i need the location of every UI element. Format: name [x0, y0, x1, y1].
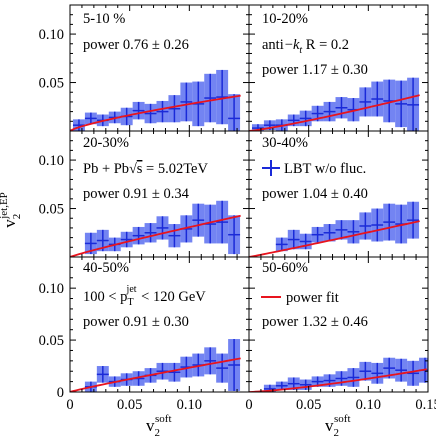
panel-tr-plot-area	[249, 77, 420, 131]
panel-tl-centrality: 5-10 %	[83, 11, 125, 27]
x-axis-title-right-main: v	[325, 416, 334, 435]
x-axis-title-left: v2 soft	[146, 413, 172, 439]
panel-br-fit-line	[249, 368, 427, 392]
panel-bl-plot-area	[70, 339, 241, 392]
panel-bl-centrality: 40-50%	[83, 260, 129, 276]
x-axis-title-right: v2 soft	[325, 413, 351, 439]
panel-tl-power: power 0.76 ± 0.26	[83, 37, 189, 53]
panel-bl-ytick-label-2: 0.10	[39, 281, 64, 297]
panel-mr	[248, 130, 429, 258]
y-axis-title: v2jet,EP	[0, 192, 23, 228]
panel-bl-ytick-label-0: 0	[57, 385, 64, 401]
panel-br-plot-area	[249, 357, 428, 392]
panel-br-power: power 1.32 ± 0.46	[262, 314, 368, 330]
panel-br-xtick-label-0: 0	[245, 397, 252, 413]
panel-tr	[248, 4, 429, 132]
annotations-layer: 5-10 % power 0.76 ± 0.26 10-20% anti−kt …	[83, 11, 368, 330]
panel-ml-ytick-label-2: 0.10	[39, 153, 64, 169]
x-axis-title-left-sup: soft	[155, 413, 172, 425]
panel-tl-plot-area	[70, 69, 241, 131]
x-axis-title-right-sub: 2	[334, 427, 340, 439]
legend-lbt-label: LBT w/o fluc.	[284, 161, 366, 177]
x-axis-title-left-sub: 2	[155, 427, 161, 439]
legend-lbt-marker	[262, 160, 280, 176]
panel-mr-centrality: 30-40%	[262, 135, 308, 151]
panel-tr-power: power 1.17 ± 0.30	[262, 62, 368, 78]
panel-tr-centrality: 10-20%	[262, 11, 308, 27]
panel-ml-power: power 0.91 ± 0.34	[83, 186, 190, 202]
panel-tr-jet-definition: anti−kt R = 0.2	[262, 37, 349, 56]
panel-bl-power: power 0.91 ± 0.30	[83, 314, 189, 330]
panel-tr-fit-line	[249, 94, 420, 131]
panel-br-frame	[248, 256, 429, 393]
panel-tl: 0.05 0.10	[39, 4, 250, 132]
panel-tl-fit-line	[70, 94, 241, 131]
x-axis-title-right-sup: soft	[334, 413, 351, 425]
svg-text:v2jet,EP: v2jet,EP	[0, 192, 23, 228]
panel-mr-fit-line	[249, 220, 420, 257]
legend-fit-label: power fit	[286, 290, 339, 306]
panel-bl-ytick-label-1: 0.05	[39, 333, 64, 349]
panel-br-centrality: 50-60%	[262, 260, 308, 276]
panel-mr-plot-area	[249, 201, 420, 257]
panel-ml-centrality: 20-30%	[83, 135, 129, 151]
panel-bl: 0 0.05 0.10 0 0.05 0.10	[39, 256, 250, 413]
panel-bl-xtick-label-2: 0.10	[177, 397, 202, 413]
svg-text:v2soft: v2 soft	[325, 413, 351, 439]
y-axis-title-sup: jet,EP	[0, 192, 10, 220]
panel-mr-power: power 1.04 ± 0.40	[262, 186, 368, 202]
panel-br-xtick-label-2: 0.10	[356, 397, 381, 413]
panel-tl-ytick-label-1: 0.05	[39, 76, 64, 92]
panel-ml-collision-system: Pb + Pb√s = 5.02TeV	[83, 161, 208, 177]
panel-ml-plot-area	[70, 200, 241, 257]
y-axis-title-main: v	[0, 219, 19, 228]
panel-br: 0 0.05 0.10 0.15	[245, 256, 436, 413]
x-axis-title-left-main: v	[146, 416, 155, 435]
panel-bl-fit-line	[70, 357, 241, 392]
panel-ml-fit-line	[70, 214, 241, 257]
svg-text:v2soft: v2 soft	[146, 413, 172, 439]
panel-ml-ytick-label-1: 0.05	[39, 202, 64, 218]
panel-tl-ytick-label-2: 0.10	[39, 27, 64, 43]
panel-bl-xtick-label-1: 0.05	[117, 397, 142, 413]
panel-bl-xtick-label-0: 0	[66, 397, 73, 413]
panel-br-xtick-label-1: 0.05	[296, 397, 321, 413]
panel-bl-pt-range: 100 < pTjet < 120 GeV	[83, 284, 206, 308]
y-axis-title-sub: 2	[11, 214, 23, 220]
panel-br-xtick-label-3: 0.15	[415, 397, 436, 413]
